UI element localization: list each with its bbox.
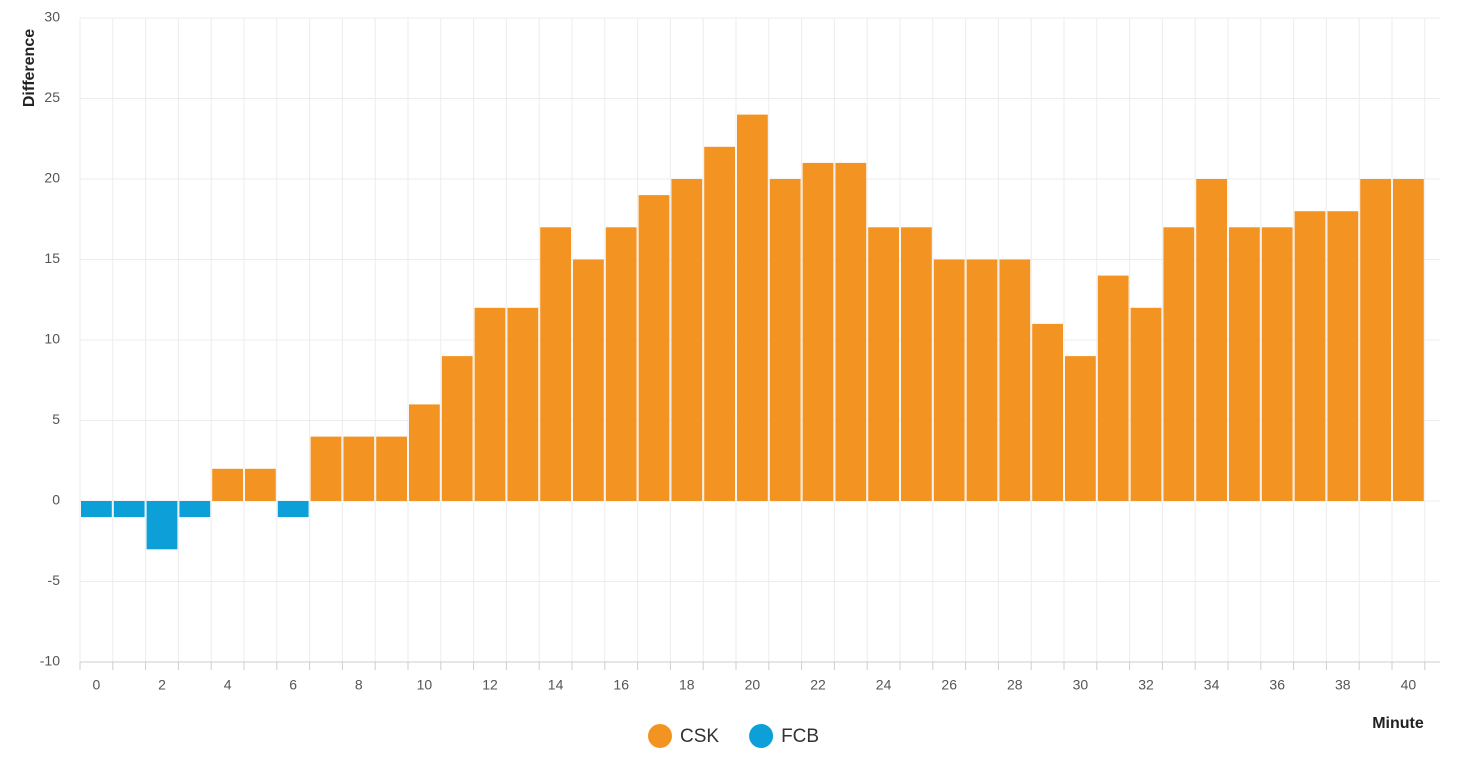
bar [901,227,932,502]
x-tick-label: 14 [548,677,564,693]
y-tick-label: 25 [44,89,60,105]
y-tick-label: 0 [52,492,60,508]
y-tick-label: 20 [44,170,60,186]
bar [113,501,145,518]
x-tick-label: 16 [613,677,629,693]
bar [573,259,604,501]
x-tick-label: 0 [93,677,101,693]
y-tick-label: -5 [48,572,61,588]
x-tick-label: 24 [876,677,892,693]
x-tick-label: 26 [941,677,957,693]
bar [1065,356,1096,501]
bar [1097,275,1129,501]
bar [1393,179,1424,501]
bar [638,195,670,501]
bar [1360,179,1391,501]
legend-label: CSK [680,726,719,747]
bar [343,436,375,501]
bar [1163,227,1195,502]
x-tick-label: 34 [1204,677,1220,693]
x-tick-label: 2 [158,677,166,693]
x-tick-label: 40 [1401,677,1417,693]
bar [507,307,539,501]
y-tick-label: 10 [44,331,60,347]
bar [671,179,703,501]
y-tick-label: -10 [40,653,60,669]
bar [868,227,899,502]
bar [277,501,309,518]
x-tick-label: 12 [482,677,498,693]
y-tick-label: 30 [44,9,60,25]
y-tick-label: 5 [52,411,60,427]
bar [704,146,735,502]
bar [441,356,473,501]
bar [1130,307,1162,501]
x-tick-label: 4 [224,677,232,693]
x-axis-title: Minute [1372,715,1424,732]
bar [474,307,506,501]
bar [835,162,867,501]
bar [769,179,801,501]
x-tick-label: 8 [355,677,363,693]
bar [1196,179,1227,501]
legend-label: FCB [781,726,819,747]
bar [409,404,440,501]
bar [1261,227,1293,502]
bar [1229,227,1260,502]
bar [1327,211,1359,501]
legend-marker [749,724,774,748]
bar [310,436,342,501]
legend-marker [648,724,672,748]
x-tick-label: 32 [1138,677,1154,693]
x-tick-label: 36 [1269,677,1285,693]
bar [212,468,243,501]
bar [1032,323,1063,501]
bar [376,436,407,501]
bar [966,259,998,501]
bar [933,259,965,501]
bar [999,259,1031,501]
x-tick-label: 28 [1007,677,1023,693]
bar [605,227,637,502]
y-axis-title: Difference [21,29,38,107]
x-tick-label: 20 [745,677,761,693]
y-tick-label: 15 [44,250,60,266]
x-tick-label: 22 [810,677,826,693]
bar [81,501,112,518]
bar [540,227,571,502]
x-tick-label: 6 [289,677,297,693]
x-tick-label: 18 [679,677,695,693]
bar [802,162,834,501]
bar [245,468,276,501]
x-tick-label: 38 [1335,677,1351,693]
x-tick-label: 10 [417,677,433,693]
bar [179,501,211,518]
bar [146,501,178,550]
x-tick-label: 30 [1073,677,1089,693]
bar [1294,211,1326,501]
bar [737,114,768,501]
